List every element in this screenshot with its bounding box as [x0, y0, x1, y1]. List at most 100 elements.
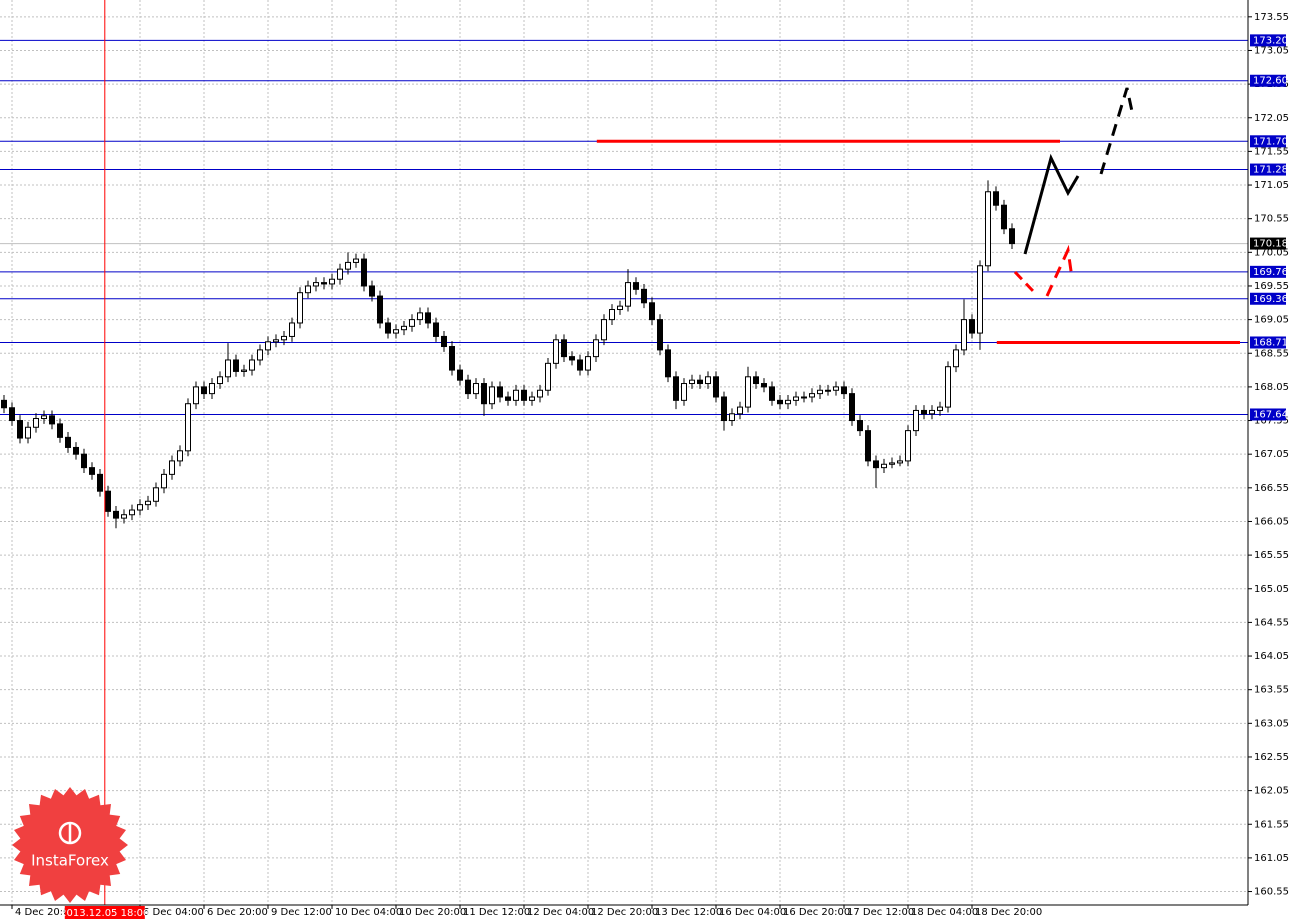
x-tick-label: 12 Dec 04:00: [527, 907, 594, 918]
candle-body: [833, 386, 839, 391]
candle-body: [617, 305, 623, 311]
current-price-box: [1250, 237, 1286, 250]
y-tick-label: 167.55: [1254, 416, 1289, 427]
level-label-box: [1250, 408, 1286, 421]
time-marker-label: 2013.12.05 18:00: [60, 908, 149, 919]
time-marker-box: [64, 906, 145, 919]
y-tick-label: 168.55: [1254, 348, 1289, 359]
candle-body: [441, 335, 447, 348]
candle-body: [225, 359, 231, 378]
y-tick-label: 170.05: [1254, 247, 1289, 258]
candle-body: [137, 504, 143, 511]
candle-body: [321, 282, 327, 285]
candle-body: [697, 379, 703, 385]
x-tick-label: 16 Dec 04:00: [719, 907, 786, 918]
candle-body: [481, 383, 487, 405]
candle-body: [1009, 228, 1015, 245]
level-label-box: [1250, 163, 1286, 176]
candle-body: [1001, 204, 1007, 230]
x-tick-label: 11 Dec 12:00: [463, 907, 530, 918]
candle-body: [545, 362, 551, 391]
candle-body: [961, 319, 967, 351]
candle-body: [945, 366, 951, 408]
candle-body: [161, 473, 167, 489]
candle-body: [633, 282, 639, 290]
candle-body: [625, 282, 631, 307]
candle-body: [17, 420, 23, 439]
x-tick-label: 18 Dec 04:00: [911, 907, 978, 918]
candle-body: [177, 450, 183, 462]
candle-body: [273, 339, 279, 343]
candle-body: [113, 510, 119, 519]
candle-body: [249, 359, 255, 371]
candle-body: [585, 356, 591, 371]
candle-body: [513, 389, 519, 401]
candle-body: [577, 359, 583, 371]
level-label: 172.60: [1253, 76, 1288, 87]
candle-body: [809, 393, 815, 398]
candle-body: [721, 396, 727, 422]
candle-body: [817, 389, 823, 395]
y-tick-label: 172.05: [1254, 113, 1289, 124]
y-tick-label: 169.05: [1254, 315, 1289, 326]
candle-body: [609, 309, 615, 321]
x-tick-label: 10 Dec 04:00: [335, 907, 402, 918]
x-tick-label: 9 Dec 12:00: [271, 907, 332, 918]
y-tick-label: 165.05: [1254, 584, 1289, 595]
candle-body: [969, 319, 975, 334]
candle-body: [897, 460, 903, 464]
candle-body: [921, 409, 927, 415]
candle-body: [289, 322, 295, 337]
candle-body: [977, 265, 983, 334]
forecast-arrow: [1099, 87, 1135, 175]
candle-body: [953, 349, 959, 368]
forecast-arrow: [1023, 153, 1080, 255]
candle-body: [97, 473, 103, 492]
candle-body: [657, 319, 663, 351]
candle-body: [65, 436, 71, 448]
candle-body: [873, 460, 879, 469]
grid: [0, 0, 1248, 905]
candle-body: [385, 322, 391, 334]
candle-body: [497, 386, 503, 398]
candle-body: [313, 282, 319, 287]
candle-body: [649, 302, 655, 321]
x-tick-label: 12 Dec 20:00: [591, 907, 658, 918]
candle-body: [73, 446, 79, 455]
y-tick-label: 165.55: [1254, 550, 1289, 561]
y-tick-label: 163.55: [1254, 685, 1289, 696]
logo-badge: [12, 787, 128, 903]
x-tick-label: 16 Dec 20:00: [783, 907, 850, 918]
candle-body: [785, 399, 791, 405]
candle-body: [705, 376, 711, 385]
candle-body: [449, 346, 455, 371]
candle-body: [601, 319, 607, 341]
y-tick-label: 168.05: [1254, 382, 1289, 393]
candle-body: [929, 409, 935, 415]
y-tick-label: 161.55: [1254, 819, 1289, 830]
level-label: 169.76: [1253, 267, 1288, 278]
candle-body: [89, 467, 95, 475]
logo: InstaForex: [12, 787, 128, 903]
candle-body: [129, 509, 135, 516]
y-tick-label: 160.55: [1254, 887, 1289, 898]
level-label: 167.64: [1253, 409, 1288, 420]
candle-body: [737, 406, 743, 415]
y-tick-label: 166.55: [1254, 483, 1289, 494]
level-label-box: [1250, 135, 1286, 148]
candle-body: [121, 514, 127, 519]
candle-body: [345, 261, 351, 270]
y-tick-label: 173.55: [1254, 12, 1289, 23]
candle-body: [305, 285, 311, 294]
current-price-label: 170.18: [1253, 239, 1288, 250]
candle-body: [569, 356, 575, 361]
candle-body: [281, 335, 287, 341]
candle-body: [353, 258, 359, 263]
level-label: 171.70: [1253, 136, 1288, 147]
candle-body: [857, 420, 863, 432]
logo-text: InstaForex: [31, 852, 109, 870]
candle-body: [689, 379, 695, 385]
candle-body: [561, 339, 567, 358]
x-tick-label: 18 Dec 20:00: [975, 907, 1042, 918]
